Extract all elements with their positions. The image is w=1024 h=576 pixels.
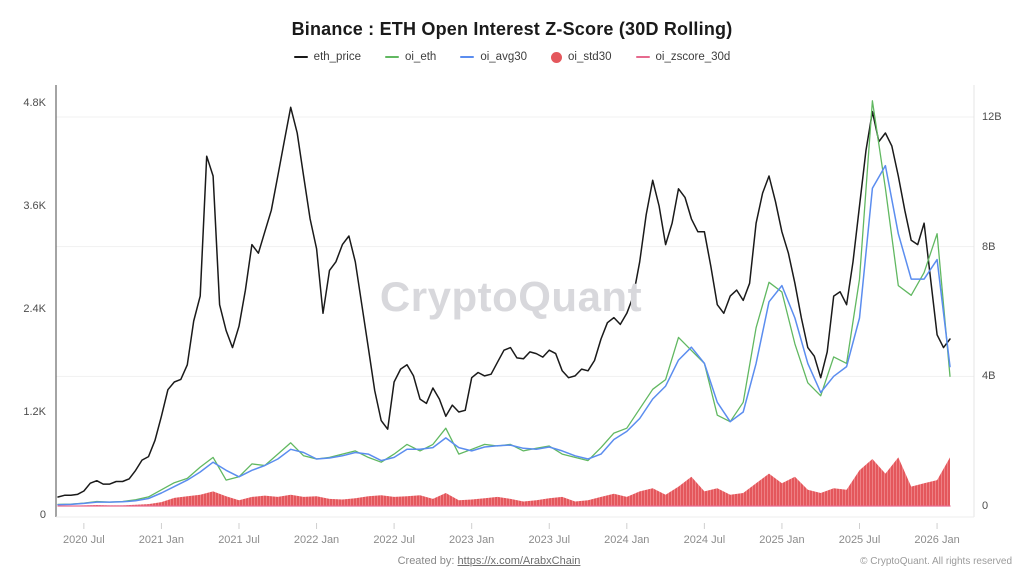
copyright-text: © CryptoQuant. All rights reserved [860,556,1012,567]
y-axis-tick-left: 2.4K [23,303,46,315]
y-axis-tick-right: 4B [982,370,996,383]
legend-item-eth_price[interactable]: eth_price [293,51,361,63]
x-axis-tick: 2021 Jul [218,534,260,546]
legend-label: oi_zscore_30d [655,51,731,63]
legend-label: oi_eth [404,51,437,63]
legend-label: oi_std30 [568,51,612,63]
y-axis-tick-right: 8B [982,240,996,253]
x-axis-tick: 2025 Jan [759,534,805,546]
y-axis-tick-right: 0 [982,500,989,512]
x-axis-tick: 2020 Jul [63,534,105,546]
page-title: Binance : ETH Open Interest Z-Score (30D… [291,19,733,39]
legend-dash-marker [460,56,475,58]
legend-item-oi_std30[interactable]: oi_std30 [551,51,612,63]
series-oi_std30-area [58,457,950,506]
x-axis-tick: 2024 Jul [683,534,726,546]
y-axis-tick-left: 3.6K [23,200,46,212]
legend-label: eth_price [313,51,361,63]
legend-circle-marker [551,51,563,63]
y-axis-tick-left: 1.2K [23,406,46,418]
y-axis-tick-right: 12B [982,111,1002,123]
x-axis-tick: 2025 Jul [838,534,881,546]
y-axis-tick-left: 0 [39,509,46,521]
credit-link[interactable]: https://x.com/ArabxChain [457,555,581,567]
legend-dash-marker [635,56,650,58]
footer-credit: Created by: https://x.com/ArabxChain [398,555,581,567]
x-axis-tick: 2022 Jan [293,534,340,546]
created-by-label: Created by: [397,555,455,567]
legend-label: oi_avg30 [480,51,528,63]
series-eth_price-line [57,106,951,498]
x-axis-tick: 2026 Jan [914,534,960,546]
legend-dash-marker [384,56,399,58]
legend-item-oi_avg30[interactable]: oi_avg30 [460,51,527,63]
series-oi_eth-line [57,100,951,506]
x-axis-tick: 2023 Jan [449,534,495,546]
x-axis-tick: 2023 Jul [528,534,571,546]
legend: eth_price oi_eth oi_avg30 oi_std30 oi_zscore… [0,51,1024,63]
y-axis-tick-left: 4.8K [23,97,46,109]
x-axis-tick: 2021 Jan [138,534,185,546]
x-axis-tick: 2024 Jan [604,534,650,546]
legend-item-oi_zscore_30d[interactable]: oi_zscore_30d [635,51,731,63]
series-oi_avg30-line [57,164,951,506]
x-axis-tick: 2022 Jul [373,534,415,546]
legend-dash-marker [293,56,308,58]
legend-item-oi_eth[interactable]: oi_eth [384,51,437,63]
